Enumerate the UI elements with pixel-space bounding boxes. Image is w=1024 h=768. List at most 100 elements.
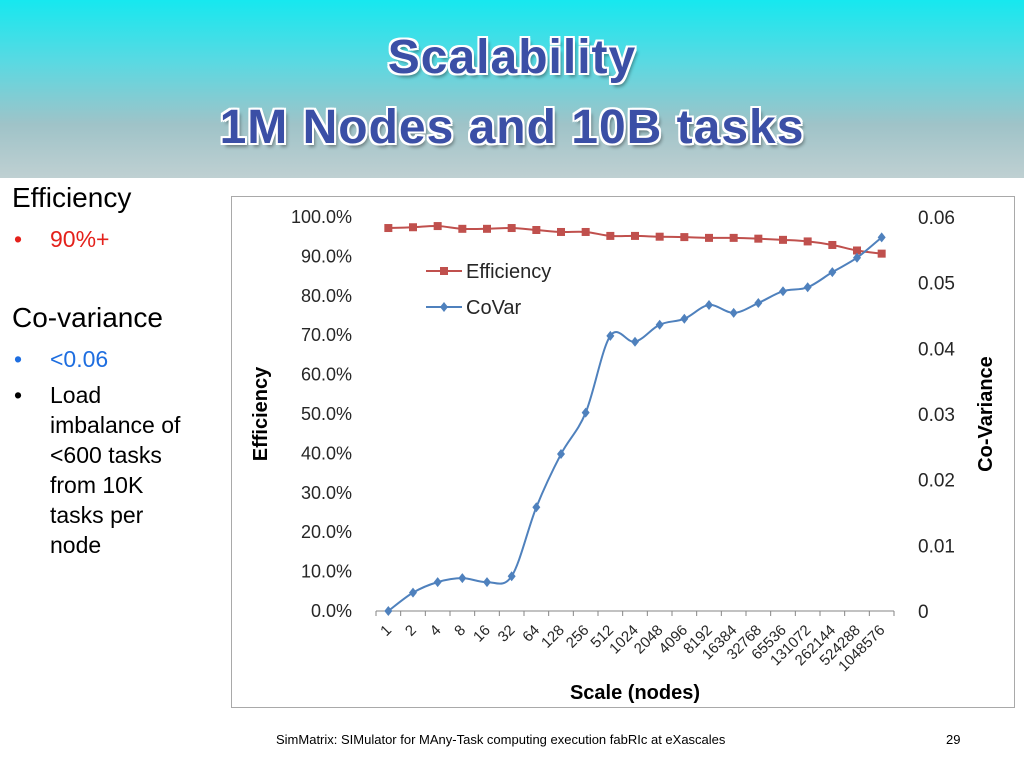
efficiency-data-point — [828, 240, 837, 249]
y-tick-label: 80.0% — [301, 286, 352, 306]
efficiency-data-point — [803, 237, 812, 246]
text-line: node — [50, 532, 102, 558]
efficiency-data-point — [483, 224, 491, 233]
footer-text: SimMatrix: SIMulator for MAny-Task compu… — [276, 732, 726, 747]
efficiency-data-point — [680, 233, 689, 242]
efficiency-data-point — [532, 226, 541, 235]
y-tick-label: 90.0% — [301, 246, 352, 266]
efficiency-data-point — [409, 223, 417, 232]
y2-tick-label: 0.06 — [918, 208, 955, 229]
covar-data-point — [507, 571, 516, 582]
chart-frame: 0.0% 10.0% 20.0% 30.0% 40.0% 50.0% 60.0% 70.0% 8… — [231, 196, 1015, 708]
slide-title: Scalability — [387, 31, 637, 84]
left-text-panel: Efficiency • 90%+ Co-variance • <0.06 • … — [12, 178, 222, 560]
efficiency-data-point — [458, 224, 467, 233]
y-tick-label: 20.0% — [301, 522, 352, 542]
covar-data-point — [729, 307, 738, 318]
covar-data-point — [828, 267, 837, 278]
y-tick-label: 70.0% — [301, 325, 352, 345]
x-tick-label: 128 — [538, 622, 568, 652]
efficiency-data-point — [779, 235, 787, 244]
efficiency-data-point — [581, 227, 590, 236]
bullet-covariance-text: <0.06 — [50, 346, 109, 372]
y2-tick-label: 0.01 — [918, 536, 955, 557]
bullet-load-imbalance-text: Load imbalance of <600 tasks from 10K ta… — [50, 380, 180, 560]
covar-data-point — [557, 449, 565, 460]
covar-data-point — [631, 336, 639, 347]
efficiency-data-point — [705, 233, 713, 242]
covar-data-point — [877, 232, 886, 243]
covariance-heading: Co-variance — [12, 302, 163, 333]
covar-data-point — [779, 286, 787, 297]
efficiency-legend-label: Efficiency — [466, 261, 551, 283]
x-axis-title: Scale (nodes) — [570, 682, 700, 704]
text-line: <600 tasks — [50, 442, 162, 468]
y2-tick-label: 0 — [918, 602, 929, 623]
efficiency-data-point — [606, 231, 615, 240]
covar-legend-marker — [440, 302, 448, 312]
efficiency-data-point — [754, 234, 763, 243]
y-tick-label: 100.0% — [291, 207, 352, 227]
x-tick-label: 1 — [377, 622, 395, 640]
title-banner — [0, 0, 1024, 178]
x-tick-label: 256 — [563, 622, 593, 652]
efficiency-legend-marker — [440, 267, 448, 275]
covar-data-point — [409, 587, 417, 598]
covar-data-point — [680, 313, 689, 324]
efficiency-data-point — [729, 233, 738, 242]
bullet-efficiency: • 90%+ — [12, 224, 222, 254]
x-tick-label: 4 — [427, 622, 445, 640]
bullet-efficiency-text: 90%+ — [50, 226, 110, 252]
efficiency-data-point — [557, 227, 565, 236]
efficiency-data-point — [655, 232, 664, 241]
covar-data-point — [705, 299, 713, 310]
covar-data-point — [433, 577, 442, 588]
covar-data-point — [754, 298, 763, 309]
covar-data-point — [853, 252, 861, 263]
text-line: imbalance of — [50, 412, 181, 438]
y2-tick-label: 0.04 — [918, 339, 955, 360]
footer: SimMatrix: SIMulator for MAny-Task compu… — [0, 732, 1024, 752]
y2-axis-title: Co-Variance — [975, 356, 997, 472]
y-tick-label: 0.0% — [311, 601, 352, 621]
efficiency-data-point — [877, 249, 886, 258]
bullet-dot: • — [14, 382, 23, 408]
covar-data-point — [483, 577, 491, 588]
efficiency-data-point — [853, 246, 861, 255]
x-tick-label: 32 — [495, 622, 519, 646]
efficiency-data-point — [384, 224, 393, 233]
page-number: 29 — [946, 732, 961, 747]
y-tick-label: 60.0% — [301, 365, 352, 385]
y2-tick-label: 0.03 — [918, 405, 955, 426]
y-tick-label: 30.0% — [301, 483, 352, 503]
y2-tick-label: 0.05 — [918, 274, 955, 295]
covar-data-point — [581, 407, 590, 418]
bullet-load-imbalance: • Load imbalance of <600 tasks from 10K … — [12, 380, 222, 560]
covar-data-point — [655, 319, 664, 330]
bullet-covariance: • <0.06 — [12, 344, 222, 374]
y-tick-label: 50.0% — [301, 404, 352, 424]
covar-legend-label: CoVar — [466, 297, 522, 319]
y-tick-label: 40.0% — [301, 443, 352, 463]
efficiency-data-point — [433, 222, 442, 231]
text-line: Load — [50, 382, 102, 408]
y-tick-label: 10.0% — [301, 562, 352, 582]
slide-subtitle: 1M Nodes and 10B tasks — [219, 101, 805, 154]
efficiency-data-point — [631, 231, 639, 240]
bullet-dot: • — [14, 226, 23, 252]
y-axis-title: Efficiency — [250, 366, 272, 461]
x-tick-label: 2 — [402, 622, 420, 640]
covar-data-point — [458, 573, 467, 584]
x-tick-label: 16 — [470, 622, 494, 646]
covar-data-point — [606, 330, 615, 341]
covar-series-line — [387, 236, 883, 612]
text-line: tasks per — [50, 502, 144, 528]
efficiency-heading: Efficiency — [12, 182, 132, 213]
efficiency-data-point — [507, 224, 516, 233]
covar-data-point — [532, 502, 541, 513]
bullet-dot: • — [14, 346, 23, 372]
x-tick-label: 8 — [451, 622, 469, 640]
scalability-chart: 0.0% 10.0% 20.0% 30.0% 40.0% 50.0% 60.0% 70.0% 8… — [250, 207, 997, 704]
covar-data-point — [803, 282, 812, 293]
y2-tick-label: 0.02 — [918, 471, 955, 492]
